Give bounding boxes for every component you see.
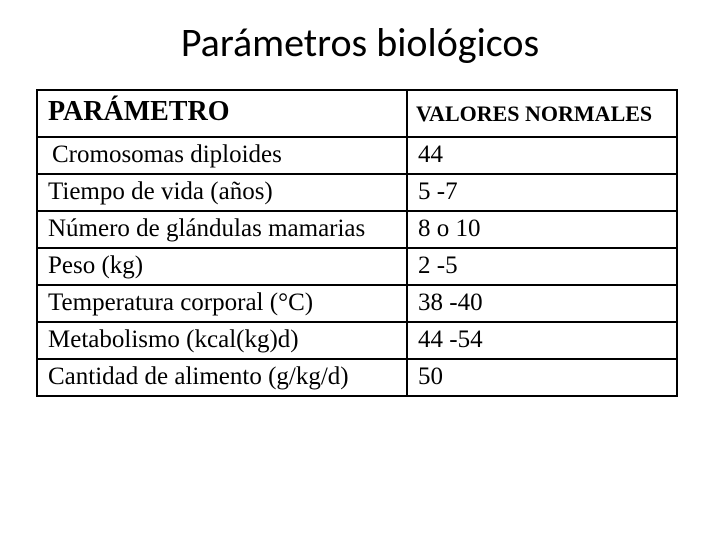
param-cell: Tiempo de vida (años) bbox=[37, 174, 407, 211]
column-header-parameter: PARÁMETRO bbox=[37, 90, 407, 137]
value-cell: 50 bbox=[407, 359, 677, 396]
value-cell: 2 -5 bbox=[407, 248, 677, 285]
value-cell: 5 -7 bbox=[407, 174, 677, 211]
table-row: Temperatura corporal (°C) 38 -40 bbox=[37, 285, 677, 322]
table-row: Tiempo de vida (años) 5 -7 bbox=[37, 174, 677, 211]
value-cell: 38 -40 bbox=[407, 285, 677, 322]
table-row: Número de glándulas mamarias 8 o 10 bbox=[37, 211, 677, 248]
value-cell: 44 bbox=[407, 137, 677, 174]
table-row: Metabolismo (kcal(kg)d) 44 -54 bbox=[37, 322, 677, 359]
parameters-table: PARÁMETRO VALORES NORMALES Cromosomas di… bbox=[36, 89, 678, 397]
column-header-values: VALORES NORMALES bbox=[407, 90, 677, 137]
param-cell: Peso (kg) bbox=[37, 248, 407, 285]
table-header-row: PARÁMETRO VALORES NORMALES bbox=[37, 90, 677, 137]
value-cell: 44 -54 bbox=[407, 322, 677, 359]
param-cell: Cromosomas diploides bbox=[37, 137, 407, 174]
param-cell: Cantidad de alimento (g/kg/d) bbox=[37, 359, 407, 396]
table-row: Peso (kg) 2 -5 bbox=[37, 248, 677, 285]
page-title: Parámetros biológicos bbox=[0, 18, 720, 67]
param-cell: Número de glándulas mamarias bbox=[37, 211, 407, 248]
param-cell: Temperatura corporal (°C) bbox=[37, 285, 407, 322]
value-cell: 8 o 10 bbox=[407, 211, 677, 248]
param-cell: Metabolismo (kcal(kg)d) bbox=[37, 322, 407, 359]
table-row: Cantidad de alimento (g/kg/d) 50 bbox=[37, 359, 677, 396]
table-row: Cromosomas diploides 44 bbox=[37, 137, 677, 174]
slide: Parámetros biológicos PARÁMETRO VALORES … bbox=[0, 0, 720, 540]
